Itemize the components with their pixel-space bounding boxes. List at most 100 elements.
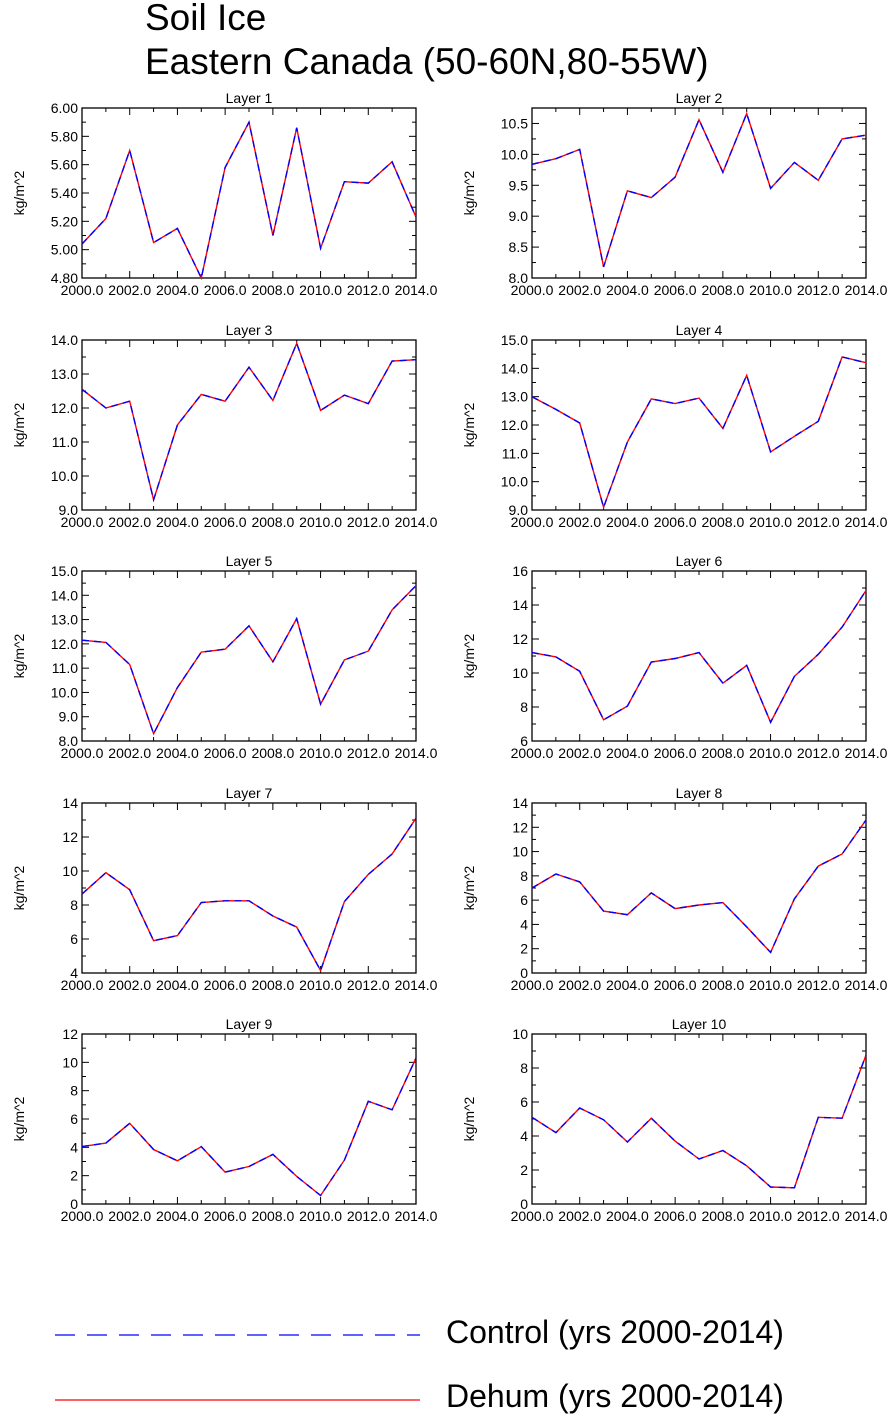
chart-panel-4: Layer 4 kg/m^2 2000.0 2002.0 2004.0 2006.0 200… [461, 322, 888, 530]
x-tick-label: 2012.0 [347, 977, 390, 993]
y-tick-label: 10.0 [501, 146, 528, 162]
x-tick-label: 2000.0 [511, 977, 554, 993]
y-tick-label: 14.0 [501, 360, 528, 376]
x-tick-label: 2006.0 [204, 977, 247, 993]
series-line-control [531, 1055, 867, 1189]
y-tick-label: 16 [512, 563, 528, 579]
x-tick-label: 2002.0 [558, 977, 601, 993]
x-tick-label: 2006.0 [654, 1208, 697, 1224]
x-tick-label: 2012.0 [797, 282, 840, 298]
plot-frame [81, 1033, 417, 1205]
y-tick-label: 5.60 [51, 157, 78, 173]
x-tick-label: 2008.0 [251, 282, 294, 298]
x-tick-label: 2006.0 [654, 514, 697, 530]
y-tick-label: 4 [70, 965, 78, 981]
y-tick-label: 2 [520, 1162, 528, 1178]
y-tick-label: 6 [520, 892, 528, 908]
y-axis-label: kg/m^2 [461, 170, 477, 215]
x-tick-label: 2006.0 [654, 745, 697, 761]
y-axis-label: kg/m^2 [11, 402, 27, 447]
x-tick-label: 2012.0 [797, 977, 840, 993]
y-tick-label: 2 [70, 1168, 78, 1184]
x-tick-label: 2008.0 [251, 745, 294, 761]
y-tick-label: 13.0 [501, 389, 528, 405]
y-tick-label: 6 [520, 1094, 528, 1110]
plot-frame [531, 339, 867, 511]
chart-panel-1: Layer 1 kg/m^2 2000.0 2002.0 2004.0 2006.0 200… [11, 90, 438, 298]
y-tick-label: 9.0 [59, 502, 79, 518]
y-tick-label: 12 [512, 819, 528, 835]
plot-frame [81, 107, 417, 279]
series-line-dehum [81, 1057, 417, 1197]
panel-title: Layer 9 [226, 1016, 273, 1032]
plot-frame [531, 802, 867, 974]
y-tick-label: 12 [62, 1026, 78, 1042]
y-tick-label: 10 [512, 665, 528, 681]
x-tick-label: 2008.0 [251, 514, 294, 530]
x-tick-label: 2004.0 [606, 282, 649, 298]
x-tick-label: 2004.0 [606, 1208, 649, 1224]
x-tick-label: 2002.0 [558, 1208, 601, 1224]
y-axis-label: kg/m^2 [461, 1096, 477, 1141]
y-tick-label: 12 [62, 829, 78, 845]
series-line-dehum [81, 120, 417, 281]
y-tick-label: 0 [520, 965, 528, 981]
panel-title: Layer 2 [676, 90, 723, 106]
series-line-control [81, 120, 417, 281]
x-tick-label: 2010.0 [299, 977, 342, 993]
x-tick-label: 2000.0 [61, 745, 104, 761]
y-tick-label: 10.0 [51, 468, 78, 484]
x-tick-label: 2006.0 [204, 745, 247, 761]
y-tick-label: 8.0 [59, 733, 79, 749]
y-tick-label: 15.0 [51, 563, 78, 579]
y-tick-label: 0 [70, 1196, 78, 1212]
x-tick-label: 2014.0 [845, 745, 888, 761]
x-tick-label: 2000.0 [511, 514, 554, 530]
x-tick-label: 2004.0 [156, 977, 199, 993]
panel-title: Layer 5 [226, 553, 273, 569]
y-tick-label: 10 [62, 1054, 78, 1070]
x-tick-label: 2000.0 [511, 282, 554, 298]
y-axis-label: kg/m^2 [461, 402, 477, 447]
x-tick-label: 2014.0 [395, 282, 438, 298]
x-tick-label: 2006.0 [204, 514, 247, 530]
x-tick-label: 2010.0 [749, 977, 792, 993]
x-tick-label: 2000.0 [511, 745, 554, 761]
series-line-dehum [531, 1055, 867, 1189]
series-line-dehum [531, 819, 867, 954]
y-tick-label: 5.40 [51, 185, 78, 201]
x-tick-label: 2004.0 [606, 514, 649, 530]
x-tick-label: 2010.0 [749, 745, 792, 761]
chart-panel-3: Layer 3 kg/m^2 2000.0 2002.0 2004.0 2006.0 200… [11, 322, 438, 530]
x-tick-label: 2012.0 [347, 282, 390, 298]
x-tick-label: 2014.0 [845, 977, 888, 993]
y-tick-label: 5.20 [51, 213, 78, 229]
y-axis-label: kg/m^2 [11, 633, 27, 678]
y-tick-label: 12.0 [51, 400, 78, 416]
y-axis-label: kg/m^2 [461, 633, 477, 678]
x-tick-label: 2008.0 [701, 514, 744, 530]
plot-frame [81, 570, 417, 742]
x-tick-label: 2000.0 [511, 1208, 554, 1224]
plot-frame [81, 339, 417, 511]
x-tick-label: 2010.0 [749, 1208, 792, 1224]
x-tick-label: 2012.0 [347, 1208, 390, 1224]
title-line-1: Soil Ice [145, 0, 267, 38]
x-tick-label: 2004.0 [156, 514, 199, 530]
y-tick-label: 11.0 [502, 445, 528, 461]
x-tick-label: 2008.0 [251, 1208, 294, 1224]
y-tick-label: 2 [520, 941, 528, 957]
x-tick-label: 2008.0 [701, 745, 744, 761]
x-tick-label: 2014.0 [845, 514, 888, 530]
panel-title: Layer 6 [676, 553, 723, 569]
x-tick-label: 2008.0 [251, 977, 294, 993]
panel-title: Layer 7 [226, 785, 273, 801]
y-tick-label: 10.5 [501, 115, 528, 131]
y-tick-label: 0 [520, 1196, 528, 1212]
x-tick-label: 2002.0 [108, 977, 151, 993]
y-tick-label: 4 [520, 916, 528, 932]
x-tick-label: 2006.0 [204, 282, 247, 298]
y-tick-label: 15.0 [501, 332, 528, 348]
panel-title: Layer 10 [672, 1016, 727, 1032]
y-tick-label: 8 [70, 1083, 78, 1099]
